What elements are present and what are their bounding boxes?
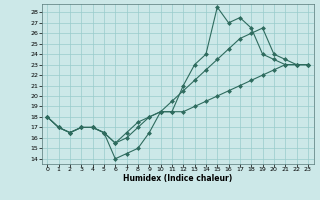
X-axis label: Humidex (Indice chaleur): Humidex (Indice chaleur) — [123, 174, 232, 183]
